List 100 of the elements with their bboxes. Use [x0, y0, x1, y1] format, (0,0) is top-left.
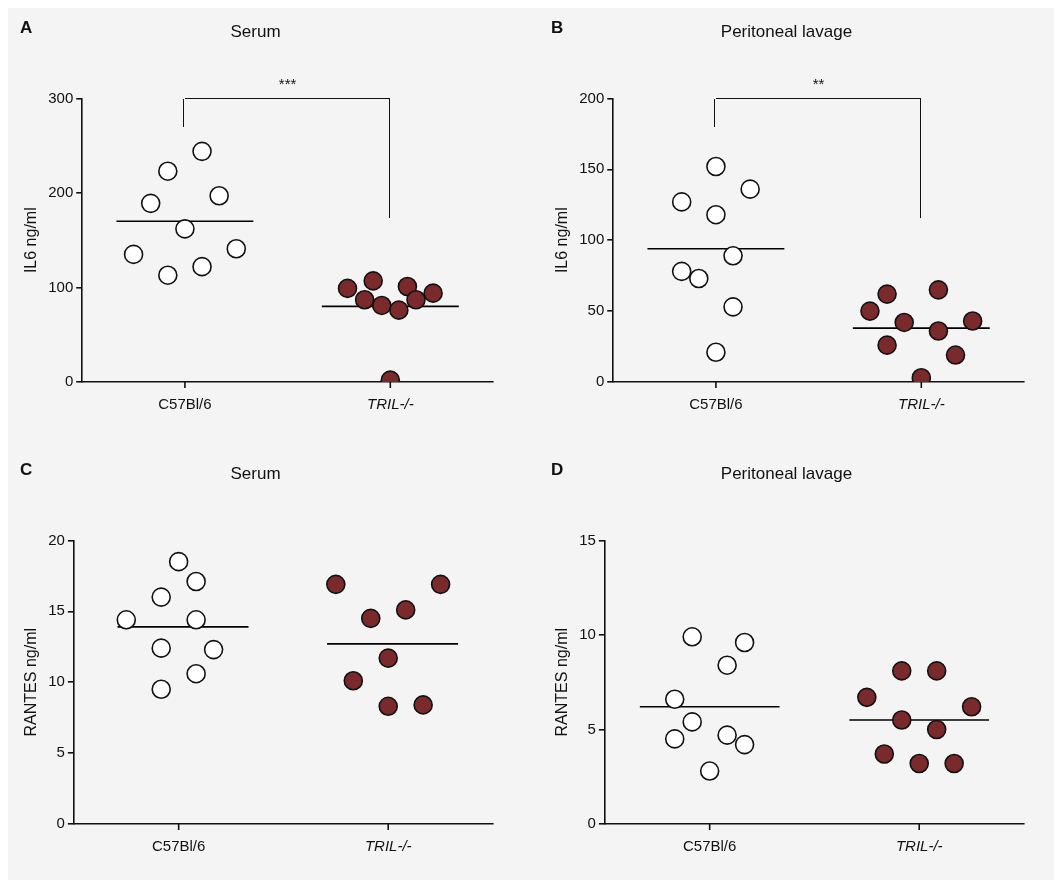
point	[706, 156, 726, 177]
point	[395, 600, 416, 620]
point	[168, 551, 189, 572]
y-tick-label: 15	[48, 601, 65, 619]
text: A	[20, 17, 33, 37]
x-tick-label: C57Bl/6	[158, 395, 212, 413]
x-tick-label: C57Bl/6	[689, 395, 743, 413]
y-axis-title: IL6 ng/ml	[22, 207, 40, 274]
point	[378, 696, 399, 717]
y-tick-label: 10	[48, 672, 65, 690]
text: ***	[278, 75, 297, 93]
chart-title: Serum	[230, 463, 281, 483]
point	[192, 141, 212, 162]
y-tick-label: 5	[56, 743, 65, 761]
point	[360, 608, 381, 629]
y-tick-label: 0	[595, 372, 605, 390]
point	[734, 632, 755, 653]
point	[389, 300, 409, 320]
x-tick-label: C57Bl/6	[682, 837, 737, 855]
point	[671, 192, 692, 212]
point	[894, 312, 914, 333]
x-tick-label: TRIL-/-	[364, 837, 412, 855]
point	[909, 753, 930, 774]
point	[209, 185, 229, 206]
point	[123, 244, 144, 265]
point	[423, 283, 443, 303]
x-tick-label: TRIL-/-	[366, 395, 414, 413]
point	[877, 335, 897, 355]
point	[874, 744, 895, 764]
y-axis-title: RANTES ng/ml	[553, 627, 571, 737]
point	[891, 661, 912, 681]
point	[203, 639, 224, 660]
point	[962, 311, 983, 331]
text: B	[551, 17, 564, 37]
point	[326, 574, 346, 595]
y-tick-label: 200	[48, 183, 74, 201]
point	[116, 610, 137, 630]
point	[413, 695, 433, 715]
point	[226, 238, 247, 259]
point	[928, 280, 949, 300]
chart-title: Serum	[230, 21, 281, 41]
point	[740, 179, 760, 199]
point	[717, 655, 737, 675]
y-tick-label: 0	[64, 372, 74, 390]
point	[877, 284, 897, 304]
point	[151, 638, 171, 658]
point	[699, 761, 720, 781]
point	[926, 661, 947, 681]
y-tick-label: 5	[587, 719, 596, 737]
point	[158, 265, 178, 285]
point	[192, 256, 212, 277]
point	[186, 663, 206, 684]
x-tick-label: C57Bl/6	[151, 837, 206, 855]
point	[689, 268, 709, 289]
point	[891, 710, 912, 730]
point	[664, 689, 685, 710]
point	[706, 342, 726, 363]
point	[926, 719, 947, 740]
point	[371, 295, 392, 316]
point	[944, 753, 964, 774]
y-tick-label: 50	[587, 301, 605, 319]
point	[682, 712, 702, 732]
point	[337, 278, 358, 299]
point	[151, 679, 171, 700]
point	[860, 301, 880, 321]
point	[671, 261, 692, 282]
point	[682, 627, 702, 647]
text: **	[812, 75, 825, 93]
point	[945, 345, 966, 365]
x-tick-label: TRIL-/-	[895, 837, 943, 855]
point	[378, 648, 399, 668]
y-tick-label: 0	[587, 814, 596, 832]
text: D	[551, 459, 564, 479]
point	[354, 289, 375, 310]
y-axis-title: RANTES ng/ml	[22, 627, 40, 737]
point	[430, 574, 451, 595]
point	[706, 204, 726, 225]
point	[140, 193, 161, 214]
y-tick-label: 15	[579, 530, 596, 548]
point	[406, 289, 426, 310]
point	[961, 696, 982, 717]
y-tick-label: 100	[579, 230, 605, 248]
point	[186, 571, 206, 592]
text: C	[20, 459, 33, 479]
point	[151, 587, 171, 607]
point	[664, 729, 685, 749]
point	[857, 687, 877, 708]
chart-title: Peritoneal lavage	[720, 463, 853, 483]
y-tick-label: 0	[56, 814, 65, 832]
point	[734, 734, 755, 755]
y-tick-label: 150	[579, 159, 605, 177]
y-tick-label: 300	[48, 88, 74, 106]
y-tick-label: 20	[48, 530, 65, 548]
chart-title: Peritoneal lavage	[720, 21, 853, 41]
point	[158, 161, 178, 181]
point	[717, 725, 737, 745]
y-tick-label: 100	[48, 277, 74, 295]
y-axis-title: IL6 ng/ml	[553, 207, 571, 274]
point	[928, 321, 949, 341]
y-tick-label: 10	[579, 625, 596, 643]
